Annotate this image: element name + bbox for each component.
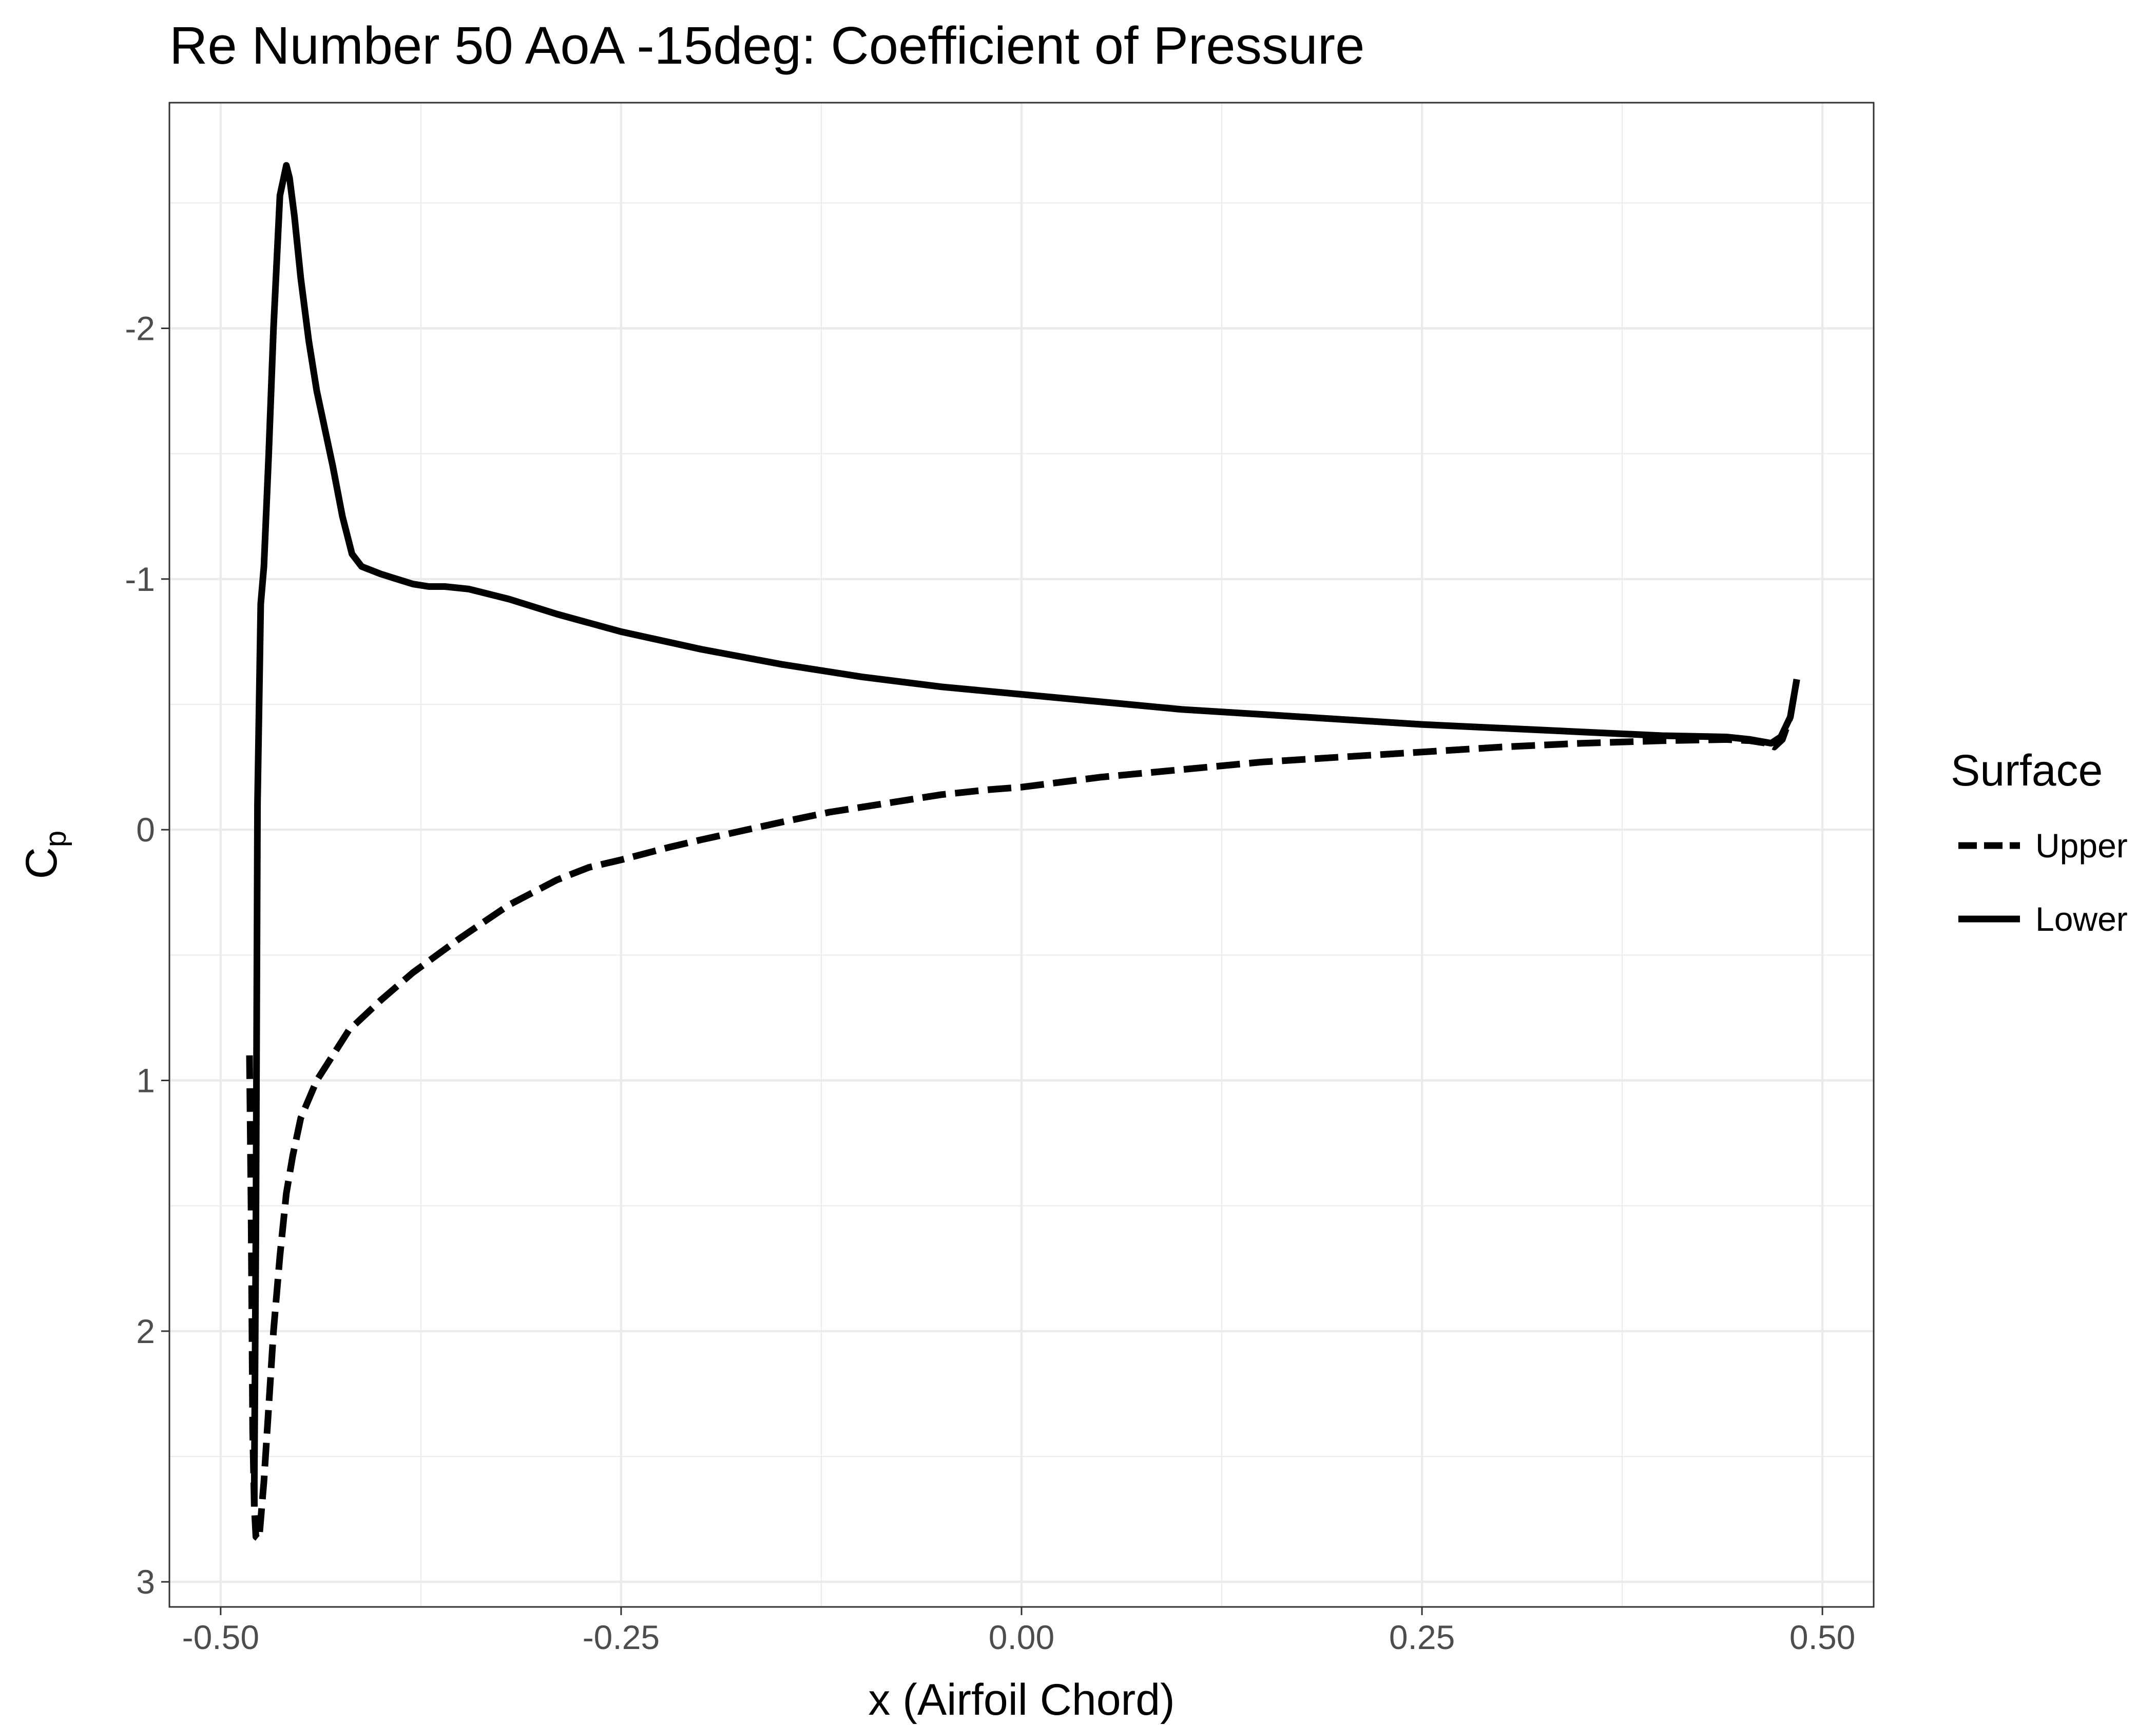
x-axis-ticks: -0.50 -0.25 0.00 0.25 0.50: [182, 1607, 1855, 1656]
legend-label-upper: Upper: [2035, 827, 2128, 865]
chart-title: Re Number 50 AoA -15deg: Coefficient of …: [169, 16, 1364, 75]
series-layer: [246, 162, 1800, 1543]
series-line-lower: [251, 162, 1800, 1507]
y-axis-title-main: C: [17, 847, 66, 879]
legend-title: Surface: [1951, 746, 2103, 795]
x-tick-label: 0.25: [1389, 1618, 1455, 1656]
y-tick-label: 0: [136, 811, 155, 849]
x-tick-label: 0.00: [989, 1618, 1054, 1656]
y-tick-label: 3: [136, 1563, 155, 1601]
y-axis-ticks: -2 -1 0 1 2 3: [125, 310, 169, 1601]
x-tick-label: -0.25: [583, 1618, 660, 1656]
legend-label-lower: Lower: [2035, 900, 2128, 938]
y-axis-title-subscript: p: [39, 831, 72, 847]
series-line-upper: [246, 679, 1800, 1543]
y-tick-label: 1: [136, 1062, 155, 1100]
y-tick-label: 2: [136, 1312, 155, 1350]
y-axis-title: Cp: [17, 831, 72, 879]
x-tick-label: -0.50: [182, 1618, 259, 1656]
y-tick-label: -2: [125, 310, 155, 348]
x-axis-title: x (Airfoil Chord): [868, 1675, 1175, 1724]
x-tick-label: 0.50: [1789, 1618, 1855, 1656]
major-gridlines: [169, 103, 1874, 1607]
y-axis-title-group: Cp: [17, 831, 72, 879]
legend: Surface Upper Lower: [1951, 746, 2128, 938]
y-tick-label: -1: [125, 560, 155, 598]
